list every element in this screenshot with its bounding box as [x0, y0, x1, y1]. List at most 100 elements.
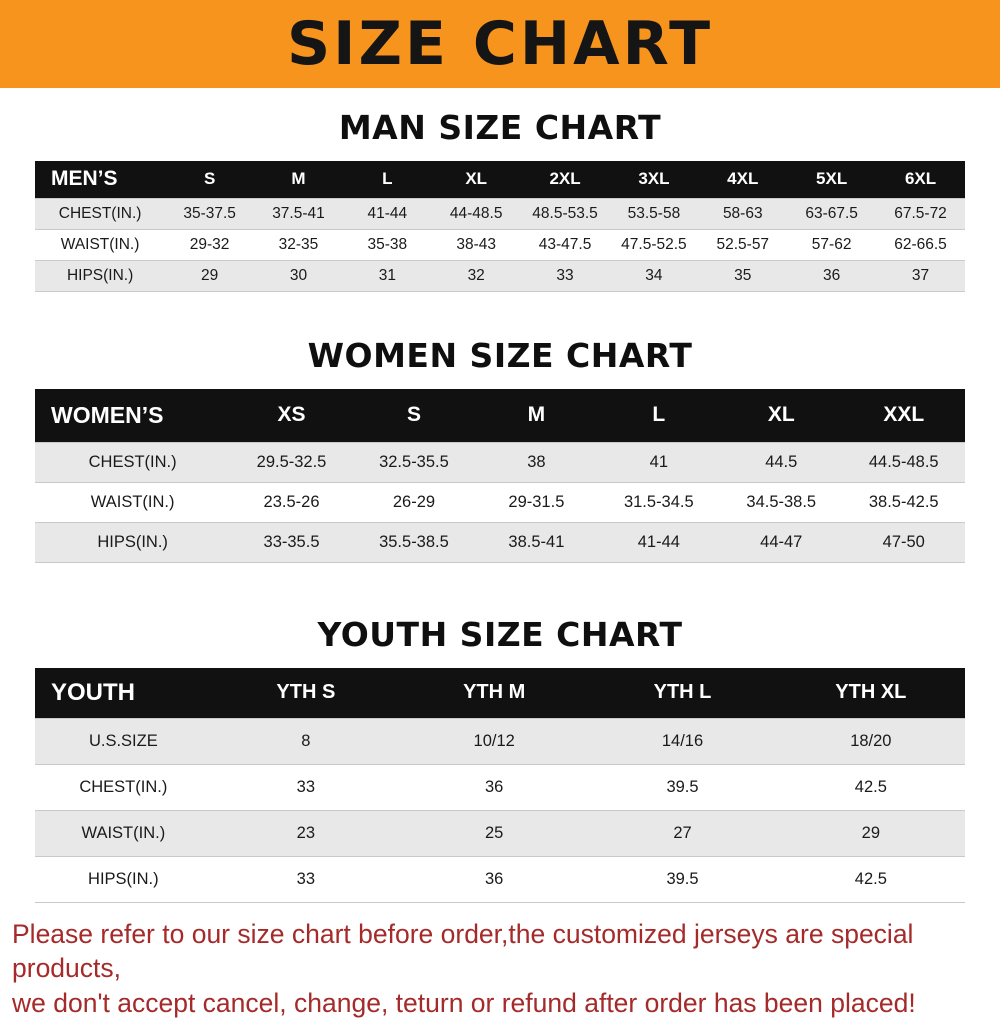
- column-header: M: [254, 161, 343, 198]
- table-cell: 23: [212, 810, 400, 856]
- table-cell: 42.5: [777, 764, 965, 810]
- table-cell: 36: [400, 764, 588, 810]
- table-cell: 53.5-58: [609, 198, 698, 229]
- table-cell: 62-66.5: [876, 229, 965, 260]
- table-cell: 38.5-41: [475, 523, 597, 563]
- column-header: YTH M: [400, 668, 588, 718]
- column-header: YTH XL: [777, 668, 965, 718]
- table-cell: 8: [212, 718, 400, 764]
- table-cell: 39.5: [588, 764, 776, 810]
- table-cell: 32.5-35.5: [353, 443, 475, 483]
- table-cell: 58-63: [698, 198, 787, 229]
- table-cell: 63-67.5: [787, 198, 876, 229]
- table-cell: 67.5-72: [876, 198, 965, 229]
- table-cell: 48.5-53.5: [521, 198, 610, 229]
- table-cell: 14/16: [588, 718, 776, 764]
- table-cell: 35.5-38.5: [353, 523, 475, 563]
- column-header: 2XL: [521, 161, 610, 198]
- table-cell: 44.5: [720, 443, 842, 483]
- table-cell: 41-44: [343, 198, 432, 229]
- column-header: M: [475, 389, 597, 443]
- table-corner-label: MEN’S: [35, 161, 165, 198]
- row-label: WAIST(IN.): [35, 229, 165, 260]
- table-cell: 29: [777, 810, 965, 856]
- footer-note: Please refer to our size chart before or…: [0, 917, 1000, 1021]
- table-cell: 38.5-42.5: [842, 483, 965, 523]
- table-cell: 31: [343, 260, 432, 291]
- table-cell: 33: [212, 764, 400, 810]
- section-title-man: MAN SIZE CHART: [0, 108, 1000, 147]
- column-header: 4XL: [698, 161, 787, 198]
- table-cell: 30: [254, 260, 343, 291]
- section-title-youth: YOUTH SIZE CHART: [0, 615, 1000, 654]
- table-cell: 35: [698, 260, 787, 291]
- column-header: XXL: [842, 389, 965, 443]
- table-corner-label: YOUTH: [35, 668, 212, 718]
- table-cell: 34: [609, 260, 698, 291]
- table-cell: 41-44: [598, 523, 720, 563]
- section-title-women: WOMEN SIZE CHART: [0, 336, 1000, 375]
- table-cell: 57-62: [787, 229, 876, 260]
- table-cell: 47-50: [842, 523, 965, 563]
- row-label: HIPS(IN.): [35, 856, 212, 902]
- table-cell: 44-47: [720, 523, 842, 563]
- table-cell: 32: [432, 260, 521, 291]
- table-cell: 33: [212, 856, 400, 902]
- table-cell: 37: [876, 260, 965, 291]
- row-label: HIPS(IN.): [35, 523, 230, 563]
- row-label: HIPS(IN.): [35, 260, 165, 291]
- column-header: XL: [432, 161, 521, 198]
- table-cell: 44-48.5: [432, 198, 521, 229]
- row-label: CHEST(IN.): [35, 443, 230, 483]
- row-label: CHEST(IN.): [35, 198, 165, 229]
- column-header: 3XL: [609, 161, 698, 198]
- row-label: CHEST(IN.): [35, 764, 212, 810]
- table-cell: 29.5-32.5: [230, 443, 352, 483]
- table-cell: 27: [588, 810, 776, 856]
- column-header: YTH L: [588, 668, 776, 718]
- table-cell: 33: [521, 260, 610, 291]
- table-cell: 41: [598, 443, 720, 483]
- column-header: 5XL: [787, 161, 876, 198]
- column-header: S: [353, 389, 475, 443]
- table-cell: 31.5-34.5: [598, 483, 720, 523]
- table-cell: 32-35: [254, 229, 343, 260]
- table-cell: 29-32: [165, 229, 254, 260]
- table-cell: 35-37.5: [165, 198, 254, 229]
- table-cell: 29: [165, 260, 254, 291]
- footer-line: Please refer to our size chart before or…: [12, 917, 988, 987]
- footer-line: we don't accept cancel, change, teturn o…: [12, 986, 988, 1021]
- table-cell: 35-38: [343, 229, 432, 260]
- table-cell: 37.5-41: [254, 198, 343, 229]
- table-cell: 36: [787, 260, 876, 291]
- column-header: S: [165, 161, 254, 198]
- table-cell: 33-35.5: [230, 523, 352, 563]
- column-header: XL: [720, 389, 842, 443]
- table-cell: 43-47.5: [521, 229, 610, 260]
- table-cell: 34.5-38.5: [720, 483, 842, 523]
- table-cell: 36: [400, 856, 588, 902]
- table-cell: 39.5: [588, 856, 776, 902]
- column-header: L: [343, 161, 432, 198]
- column-header: L: [598, 389, 720, 443]
- table-cell: 29-31.5: [475, 483, 597, 523]
- banner: SIZE CHART: [0, 0, 1000, 88]
- banner-title: SIZE CHART: [287, 9, 713, 79]
- table-cell: 26-29: [353, 483, 475, 523]
